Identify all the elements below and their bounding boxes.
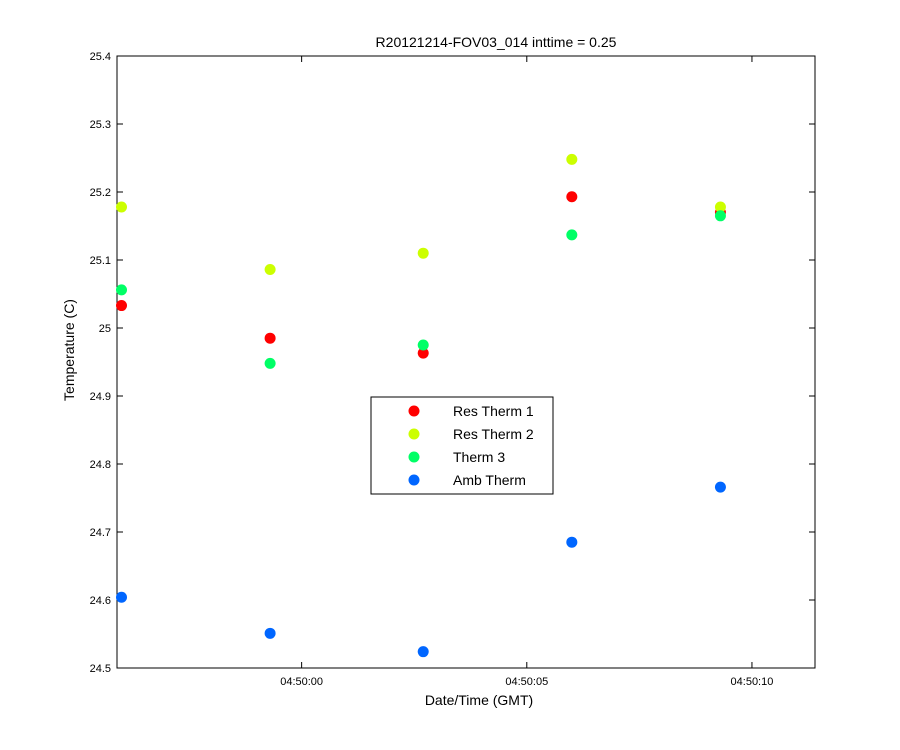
legend-box [370,396,554,495]
chart-title: R20121214-FOV03_014 inttime = 0.25 [376,34,617,50]
legend-label: Amb Therm [453,472,526,488]
y-tick-label: 25.1 [90,255,111,267]
y-tick-label: 24.6 [90,595,111,607]
legend-marker [408,405,420,417]
data-point-4 [714,481,726,493]
y-tick-label: 25.3 [90,119,111,131]
data-point-2 [566,153,578,165]
y-tick-label: 25.4 [90,51,111,63]
y-axis-label: Temperature (C) [61,299,77,401]
y-tick-label: 24.7 [90,527,111,539]
data-point-3 [566,229,578,241]
y-axis: 24.5 24.6 24.7 24.8 24.9 25 25.1 25.2 25.3 25.4 [90,51,815,675]
x-tick-label: 04:50:00 [280,676,323,688]
y-tick-label: 24.9 [90,391,111,403]
data-point-1 [264,332,276,344]
data-point-1 [417,347,429,359]
x-axis-label: Date/Time (GMT) [425,692,533,708]
data-point-3 [714,210,726,222]
data-point-4 [264,627,276,639]
x-tick-label: 04:50:10 [731,676,774,688]
plot-area [116,55,816,669]
data-point-3 [116,284,128,296]
y-tick-label: 25.2 [90,187,111,199]
y-tick-label: 24.5 [90,663,111,675]
x-axis: 04:50:00 04:50:05 04:50:10 [280,56,773,688]
legend-label: Res Therm 1 [453,403,534,419]
legend-marker [408,428,420,440]
data-point-3 [264,357,276,369]
legend-label: Res Therm 2 [453,426,534,442]
data-point-2 [417,247,429,259]
x-tick-label: 04:50:05 [505,676,548,688]
legend-marker [408,474,420,486]
data-point-1 [566,191,578,203]
data-point-4 [566,536,578,548]
data-point-4 [116,591,128,603]
data-point-2 [116,201,128,213]
y-tick-label: 25 [99,323,111,335]
legend-marker [408,451,420,463]
y-tick-label: 24.8 [90,459,111,471]
legend: Res Therm 1 Res Therm 2 Therm 3 Amb Therm [370,396,554,495]
data-point-2 [264,264,276,276]
data-point-1 [116,300,128,312]
legend-label: Therm 3 [453,449,505,465]
data-point-3 [417,339,429,351]
data-point-2 [714,201,726,213]
data-points [116,153,726,658]
data-point-4 [417,646,429,658]
